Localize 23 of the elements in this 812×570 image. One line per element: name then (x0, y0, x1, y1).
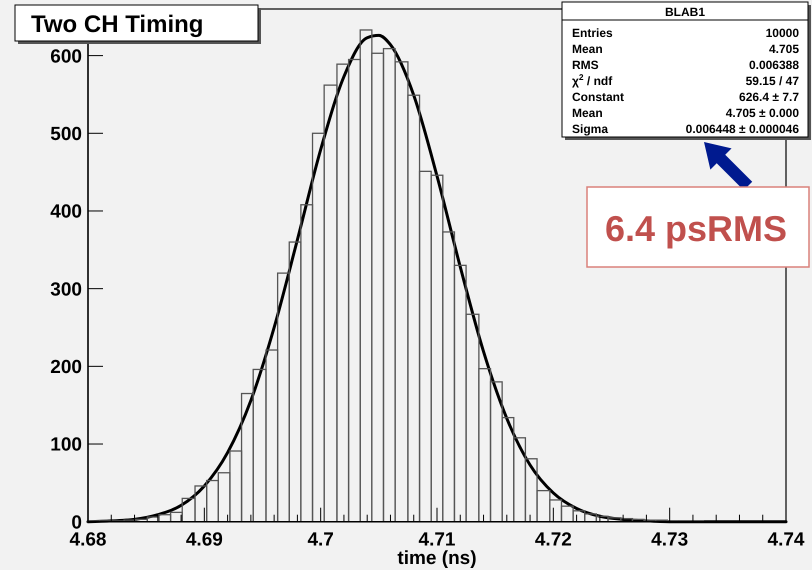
x-tick-label: 4.72 (534, 530, 572, 551)
text: RMS 0.006388 (572, 58, 799, 72)
text: Sigma 0.006448 ± 0.000046 (572, 122, 799, 136)
y-tick-label: 300 (50, 279, 82, 300)
y-tick-label: 200 (50, 356, 82, 378)
annotation: BLAB1 (664, 5, 706, 19)
x-tick-label: 4.71 (418, 530, 456, 551)
x-tick-label: 4.69 (186, 530, 223, 551)
chart-title: Two CH Timing (31, 11, 204, 38)
text: Entries 10000 (572, 26, 799, 40)
x-axis-title: time (ns) (397, 548, 477, 569)
text: Constant 626.4 ± 7.7 (572, 90, 799, 104)
x-tick-label: 4.7 (307, 530, 334, 551)
text: χ$^{2}$ / ndf 59.15 / 47 (572, 72, 799, 88)
text: Mean 4.705 (572, 42, 799, 56)
text: Mean 4.705 ± 0.000 (572, 106, 799, 120)
x-tick-label: 4.73 (651, 530, 688, 551)
x-tick-label: 4.74 (768, 530, 805, 551)
y-tick-label: 600 (50, 46, 82, 68)
y-tick-label: 400 (50, 202, 82, 223)
y-tick-label: 100 (50, 434, 82, 456)
y-tick-label: 500 (50, 124, 82, 145)
annotation: 6.4 psRMS (605, 208, 788, 249)
